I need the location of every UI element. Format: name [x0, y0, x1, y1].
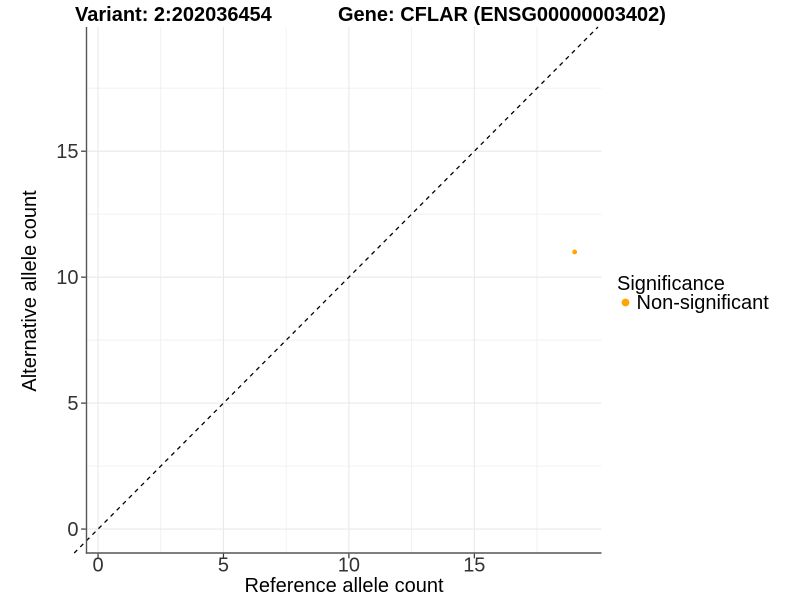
x-tick-label: 10 [338, 555, 360, 577]
y-tick-label: 5 [67, 393, 78, 415]
y-axis-title: Alternative allele count [19, 190, 41, 392]
plot-title-variant: Variant: 2:202036454 [75, 4, 273, 26]
x-tick-label: 15 [463, 555, 485, 577]
x-tick-label: 5 [218, 555, 229, 577]
y-tick-label: 10 [56, 267, 78, 289]
data-point [572, 249, 578, 255]
legend: Significance Non-significant [617, 273, 769, 314]
panel-gridlines [86, 27, 602, 553]
axis-ticks: 0 5 10 15 0 5 10 15 [56, 141, 485, 576]
legend-entry-label: Non-significant [637, 292, 770, 314]
identity-line [73, 26, 599, 554]
axis-lines [85, 27, 602, 554]
legend-title: Significance [617, 273, 725, 295]
legend-key-point [621, 298, 630, 307]
plot-title-gene: Gene: CFLAR (ENSG00000003402) [338, 4, 666, 26]
x-tick-label: 0 [92, 555, 103, 577]
y-tick-label: 0 [67, 519, 78, 541]
data-points-layer [572, 249, 578, 255]
y-tick-label: 15 [56, 141, 78, 163]
x-axis-title: Reference allele count [244, 575, 443, 597]
